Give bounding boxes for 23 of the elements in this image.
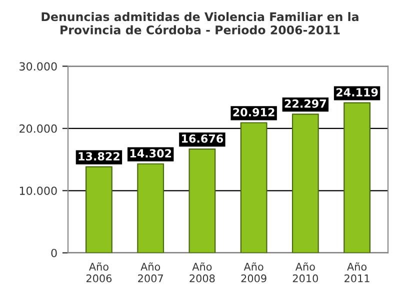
bar — [292, 114, 319, 253]
chart-title: Denuncias admitidas de Violencia Familiar en la Provincia de Córdoba - Periodo 2006-2011 — [42, 12, 358, 34]
x-tick-label: Año 2011 — [344, 262, 370, 282]
x-tick-label: Año 2007 — [138, 262, 163, 282]
x-tick-label: Año 2006 — [86, 262, 112, 282]
x-tick-label: Año 2008 — [190, 262, 215, 282]
y-tick-label: 0 — [51, 248, 57, 258]
y-tick-label: 10.000 — [20, 186, 57, 196]
x-tick-label: Año 2010 — [292, 262, 318, 282]
bar — [240, 122, 268, 253]
data-label: 24.119 — [336, 88, 378, 96]
bar — [344, 102, 370, 253]
x-tick-label: Año 2009 — [241, 262, 266, 282]
y-tick-label: 30.000 — [20, 62, 57, 71]
bar — [86, 166, 112, 253]
data-label: 20.912 — [233, 108, 274, 116]
y-tick-label: 20.000 — [20, 124, 57, 133]
bar — [137, 163, 164, 253]
bar — [188, 148, 216, 253]
data-label: 13.822 — [78, 152, 120, 161]
data-label: 22.297 — [284, 99, 326, 108]
data-label: 14.302 — [130, 149, 172, 158]
data-label: 16.676 — [182, 134, 224, 143]
